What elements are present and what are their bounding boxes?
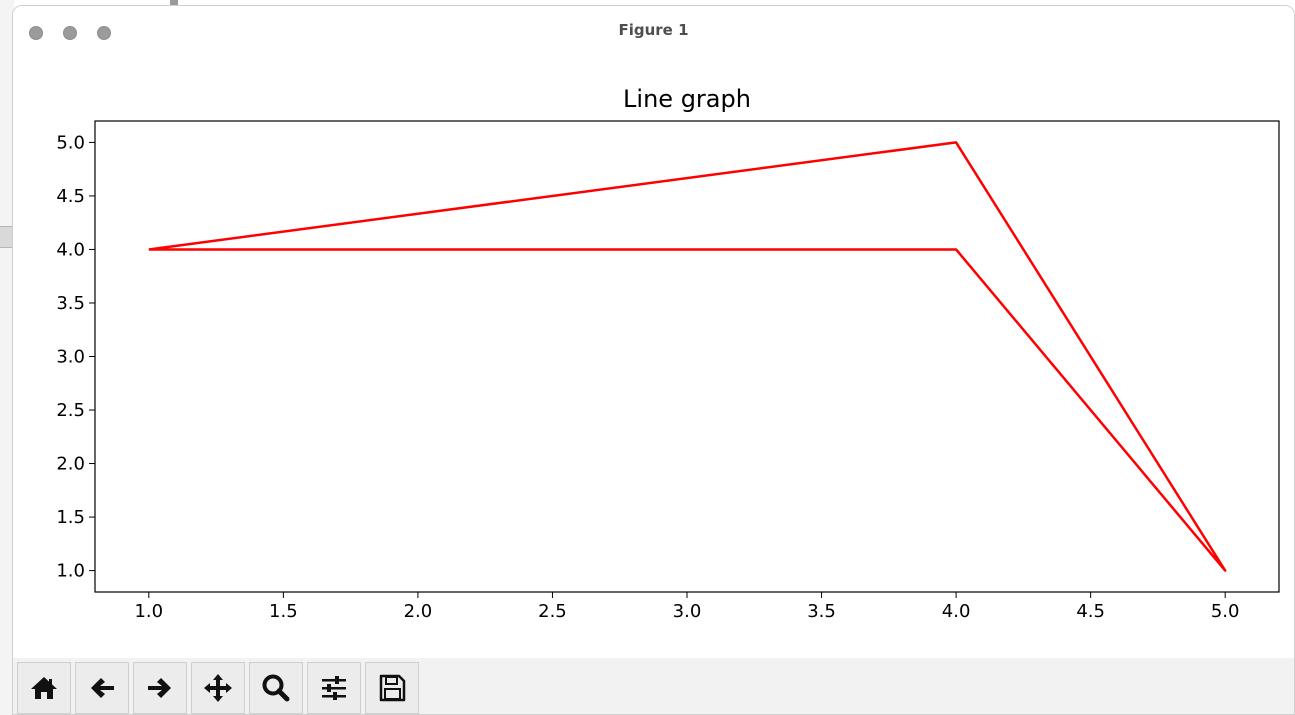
home-icon bbox=[31, 677, 57, 699]
y-tick-label: 1.0 bbox=[56, 561, 85, 582]
back-button[interactable] bbox=[75, 662, 129, 714]
y-tick-label: 4.0 bbox=[56, 239, 85, 260]
y-tick-label: 2.0 bbox=[56, 454, 85, 475]
save-button[interactable] bbox=[365, 662, 419, 714]
zoom-button[interactable] bbox=[249, 662, 303, 714]
back-arrow-icon bbox=[91, 678, 114, 698]
x-tick-label: 5.0 bbox=[1211, 601, 1240, 622]
series-layer bbox=[148, 141, 1227, 572]
zoom-window-button[interactable] bbox=[97, 26, 111, 40]
x-tick-label: 3.5 bbox=[807, 601, 836, 622]
navigation-toolbar bbox=[13, 658, 1294, 714]
figure-window: Figure 1 Line graph 1.0 1.5 2.0 2.5 3.0 3.5 4.… bbox=[12, 5, 1295, 715]
x-tick-label: 2.0 bbox=[404, 601, 433, 622]
x-axis: 1.0 1.5 2.0 2.5 3.0 3.5 4.0 4.5 5.0 bbox=[134, 592, 1240, 622]
x-tick-label: 4.5 bbox=[1076, 601, 1105, 622]
y-tick-label: 3.5 bbox=[56, 293, 85, 314]
x-tick-label: 3.0 bbox=[673, 601, 702, 622]
line-chart: Line graph 1.0 1.5 2.0 2.5 3.0 3.5 4.0 4.5 5.0 1… bbox=[13, 58, 1294, 656]
forward-button[interactable] bbox=[133, 662, 187, 714]
forward-arrow-icon bbox=[148, 678, 171, 698]
title-bar: Figure 1 bbox=[13, 6, 1294, 59]
window-title: Figure 1 bbox=[618, 21, 689, 39]
y-tick-label: 4.5 bbox=[56, 186, 85, 207]
figure-canvas bbox=[13, 58, 1294, 656]
zoom-magnifier-icon bbox=[262, 674, 290, 702]
pan-move-icon bbox=[204, 674, 232, 702]
x-tick-label: 1.5 bbox=[269, 601, 298, 622]
y-tick-label: 2.5 bbox=[56, 400, 85, 421]
y-tick-label: 5.0 bbox=[56, 132, 85, 153]
home-button[interactable] bbox=[17, 662, 71, 714]
configure-subplots-button[interactable] bbox=[307, 662, 361, 714]
save-floppy-icon bbox=[379, 674, 406, 702]
x-tick-label: 2.5 bbox=[538, 601, 567, 622]
chart-title: Line graph bbox=[623, 85, 751, 113]
x-tick-label: 4.0 bbox=[942, 601, 971, 622]
background-window-edge bbox=[0, 0, 14, 715]
close-window-button[interactable] bbox=[29, 26, 43, 40]
x-tick-label: 1.0 bbox=[134, 601, 163, 622]
configure-subplots-icon bbox=[322, 676, 346, 700]
series-line-1 bbox=[148, 141, 1227, 572]
pan-button[interactable] bbox=[191, 662, 245, 714]
y-tick-label: 1.5 bbox=[56, 507, 85, 528]
y-axis: 1.0 1.5 2.0 2.5 3.0 3.5 4.0 4.5 5.0 bbox=[56, 132, 95, 582]
minimize-window-button[interactable] bbox=[63, 26, 77, 40]
y-tick-label: 3.0 bbox=[56, 347, 85, 368]
